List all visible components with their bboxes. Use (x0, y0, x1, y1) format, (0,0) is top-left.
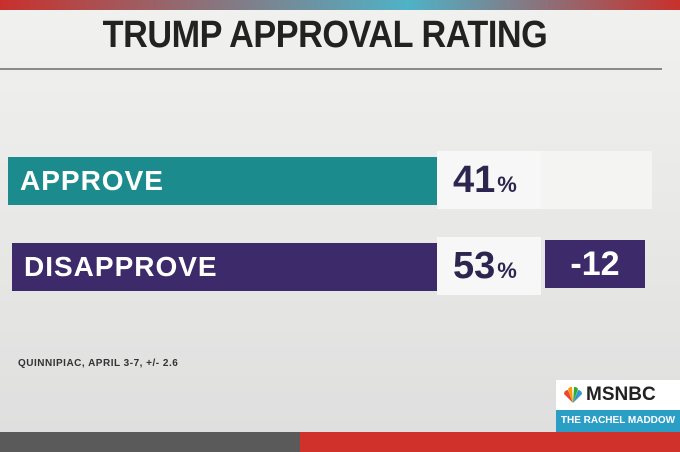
unit: % (497, 172, 517, 197)
title: TRUMP APPROVAL RATING (102, 14, 548, 56)
row-label: DISAPPROVE (12, 243, 437, 291)
top-strip (0, 0, 680, 10)
value: 53 (453, 245, 496, 287)
divider (0, 68, 662, 70)
row-label: APPROVE (8, 157, 437, 205)
empty-box (541, 151, 652, 209)
network-logo: MSNBC THE RACHEL MADDOW SHOW (556, 380, 680, 448)
value-box: 53% (437, 237, 541, 295)
value-box: 41% (437, 151, 541, 209)
bottom-strip (0, 432, 680, 452)
source: QUINNIPIAC, APRIL 3-7, +/- 2.6 (18, 358, 179, 369)
net-box: -12 (545, 240, 645, 288)
peacock-icon (564, 386, 582, 403)
value: 41 (453, 159, 496, 201)
show-name: THE RACHEL MADDOW SHOW (556, 410, 680, 448)
unit: % (497, 258, 517, 283)
logo-text: MSNBC (586, 384, 656, 405)
